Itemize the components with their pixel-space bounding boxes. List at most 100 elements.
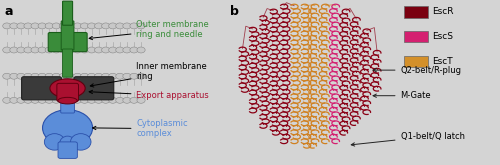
Circle shape <box>31 97 39 103</box>
Circle shape <box>52 23 60 29</box>
Circle shape <box>80 47 88 53</box>
Circle shape <box>123 97 131 103</box>
Circle shape <box>102 47 110 53</box>
Circle shape <box>17 23 25 29</box>
Ellipse shape <box>58 97 77 104</box>
Circle shape <box>108 23 117 29</box>
Circle shape <box>137 73 145 79</box>
Circle shape <box>116 23 124 29</box>
Text: a: a <box>4 5 13 18</box>
Circle shape <box>66 73 74 79</box>
FancyBboxPatch shape <box>61 21 74 50</box>
Text: b: b <box>230 5 239 18</box>
Circle shape <box>94 23 103 29</box>
Ellipse shape <box>70 134 91 150</box>
Text: Inner membrane
ring: Inner membrane ring <box>90 62 208 87</box>
Circle shape <box>80 97 88 103</box>
Circle shape <box>123 73 131 79</box>
FancyBboxPatch shape <box>48 33 87 52</box>
Circle shape <box>130 73 138 79</box>
Circle shape <box>38 23 46 29</box>
Circle shape <box>2 73 11 79</box>
Circle shape <box>74 97 82 103</box>
Ellipse shape <box>42 110 92 146</box>
Circle shape <box>59 73 68 79</box>
Circle shape <box>38 73 46 79</box>
Circle shape <box>2 23 11 29</box>
Circle shape <box>102 73 110 79</box>
FancyBboxPatch shape <box>22 77 62 100</box>
Circle shape <box>94 47 103 53</box>
Circle shape <box>102 97 110 103</box>
Circle shape <box>130 97 138 103</box>
FancyBboxPatch shape <box>404 56 428 67</box>
Circle shape <box>123 23 131 29</box>
Circle shape <box>52 97 60 103</box>
Circle shape <box>80 73 88 79</box>
Circle shape <box>130 23 138 29</box>
Circle shape <box>88 23 96 29</box>
Circle shape <box>17 73 25 79</box>
Text: Outer membrane
ring and needle: Outer membrane ring and needle <box>89 20 209 40</box>
Circle shape <box>24 73 32 79</box>
FancyBboxPatch shape <box>62 1 72 25</box>
Ellipse shape <box>50 79 85 98</box>
Circle shape <box>130 47 138 53</box>
Circle shape <box>31 47 39 53</box>
Ellipse shape <box>60 136 76 151</box>
FancyBboxPatch shape <box>62 49 72 77</box>
Circle shape <box>94 97 103 103</box>
Circle shape <box>74 23 82 29</box>
Circle shape <box>10 47 18 53</box>
FancyBboxPatch shape <box>404 31 428 42</box>
FancyBboxPatch shape <box>58 142 78 158</box>
Circle shape <box>66 97 74 103</box>
Circle shape <box>2 97 11 103</box>
Circle shape <box>88 73 96 79</box>
Circle shape <box>2 47 11 53</box>
Circle shape <box>52 73 60 79</box>
Circle shape <box>52 47 60 53</box>
Circle shape <box>102 23 110 29</box>
Circle shape <box>45 23 54 29</box>
Circle shape <box>88 47 96 53</box>
Circle shape <box>66 23 74 29</box>
Text: EscR: EscR <box>432 7 454 16</box>
Circle shape <box>24 47 32 53</box>
Circle shape <box>108 73 117 79</box>
Circle shape <box>45 47 54 53</box>
Circle shape <box>59 23 68 29</box>
Circle shape <box>45 97 54 103</box>
Ellipse shape <box>44 134 65 150</box>
Circle shape <box>137 23 145 29</box>
Circle shape <box>137 97 145 103</box>
Text: EscT: EscT <box>432 57 452 66</box>
Circle shape <box>88 97 96 103</box>
Circle shape <box>10 23 18 29</box>
Circle shape <box>94 73 103 79</box>
Circle shape <box>116 47 124 53</box>
Circle shape <box>108 97 117 103</box>
Circle shape <box>31 23 39 29</box>
Text: EscS: EscS <box>432 32 453 41</box>
FancyBboxPatch shape <box>404 6 428 18</box>
Circle shape <box>116 97 124 103</box>
FancyBboxPatch shape <box>74 77 114 100</box>
Circle shape <box>123 47 131 53</box>
Circle shape <box>80 23 88 29</box>
Circle shape <box>108 47 117 53</box>
Circle shape <box>66 47 74 53</box>
Circle shape <box>74 73 82 79</box>
Circle shape <box>10 97 18 103</box>
Text: M-Gate: M-Gate <box>373 91 431 100</box>
FancyBboxPatch shape <box>60 97 74 113</box>
Circle shape <box>17 47 25 53</box>
Circle shape <box>17 97 25 103</box>
FancyBboxPatch shape <box>57 83 78 101</box>
Circle shape <box>45 73 54 79</box>
Circle shape <box>31 73 39 79</box>
Text: Cytoplasmic
complex: Cytoplasmic complex <box>92 119 188 138</box>
Circle shape <box>10 73 18 79</box>
Circle shape <box>116 73 124 79</box>
Circle shape <box>38 97 46 103</box>
